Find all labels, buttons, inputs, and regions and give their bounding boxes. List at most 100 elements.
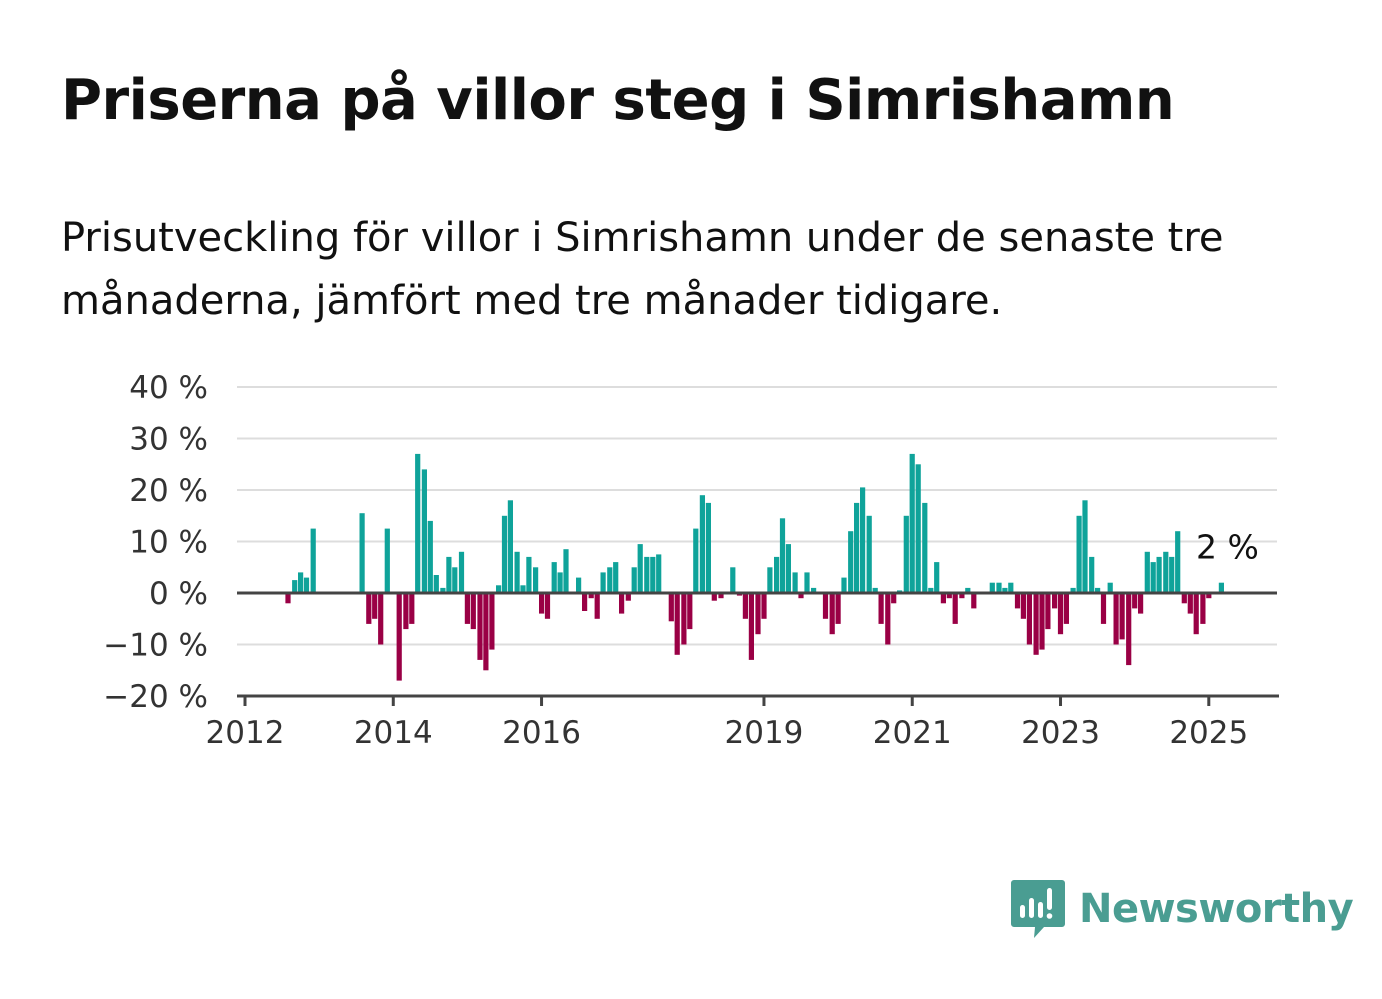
- bar: [1082, 500, 1088, 593]
- bar-chart: −20 %−10 %0 %10 %20 %30 %40 % 2012 2014 20…: [103, 370, 1279, 751]
- bar: [841, 577, 847, 593]
- bar: [922, 502, 928, 593]
- bar: [298, 572, 304, 593]
- bar: [1181, 593, 1187, 604]
- bar: [496, 585, 502, 593]
- bar: [452, 567, 458, 594]
- bar: [940, 593, 946, 604]
- bar: [915, 464, 921, 594]
- chart-title: Priserna på villor steg i Simrishamn: [61, 68, 1175, 133]
- bar: [674, 593, 680, 655]
- bar: [625, 593, 631, 601]
- bar: [934, 562, 940, 593]
- brand-name: Newsworthy: [1079, 886, 1354, 932]
- bar: [403, 593, 409, 630]
- bar: [501, 515, 508, 594]
- grid-lines: [237, 386, 1277, 646]
- bar: [520, 585, 526, 593]
- bar: [1144, 551, 1150, 593]
- bar: [1163, 551, 1169, 593]
- bar: [1193, 593, 1199, 635]
- bar: [996, 582, 1002, 593]
- bar: [359, 513, 365, 593]
- bar: [1020, 593, 1026, 619]
- bar: [644, 556, 650, 593]
- bar: [693, 528, 699, 593]
- bar: [477, 593, 483, 660]
- bar: [433, 575, 439, 593]
- bar: [1206, 593, 1212, 599]
- bar: [774, 556, 780, 593]
- y-tick-label: 0 %: [149, 576, 208, 612]
- bar: [872, 587, 878, 593]
- bar: [1156, 556, 1162, 593]
- bar: [1150, 562, 1156, 593]
- bar: [1175, 531, 1181, 593]
- bar: [711, 593, 717, 601]
- bar: [310, 528, 316, 593]
- newsworthy-logo: Newsworthy: [1010, 878, 1354, 940]
- bar: [699, 495, 705, 593]
- chart-subtitle: Prisutveckling för villor i Simrishamn u…: [61, 215, 1224, 324]
- bar: [303, 577, 310, 593]
- bar: [1132, 593, 1138, 609]
- bar: [1169, 556, 1175, 593]
- bar: [507, 500, 513, 593]
- bar: [903, 515, 909, 594]
- x-tick-label: 2023: [1021, 715, 1100, 751]
- bar: [742, 593, 748, 619]
- bar: [730, 567, 736, 594]
- bar: [1100, 593, 1107, 624]
- bar: [458, 551, 465, 593]
- x-tick-label: 2021: [873, 715, 952, 751]
- bar: [885, 593, 891, 645]
- bar: [415, 453, 421, 593]
- bar: [848, 531, 854, 593]
- bar: [600, 572, 606, 593]
- bars: [285, 453, 1224, 681]
- bar: [637, 544, 643, 593]
- bar: [464, 593, 470, 624]
- bar: [1138, 593, 1144, 614]
- bar: [860, 487, 866, 593]
- x-tick-label: 2012: [206, 715, 285, 751]
- bar: [440, 587, 446, 593]
- bar: [829, 593, 835, 635]
- bar: [533, 567, 539, 594]
- bar: [866, 515, 872, 594]
- x-tick-label: 2016: [502, 715, 581, 751]
- bar: [891, 593, 897, 604]
- bar: [489, 593, 495, 650]
- bar: [613, 562, 619, 593]
- bar: [681, 593, 687, 645]
- x-tick-label: 2019: [725, 715, 804, 751]
- bar: [470, 593, 476, 630]
- bar: [446, 556, 452, 593]
- bar: [378, 593, 384, 645]
- bar: [1063, 593, 1069, 624]
- bar: [285, 593, 291, 604]
- bar: [718, 593, 724, 599]
- bar: [594, 593, 600, 619]
- bar: [372, 593, 378, 619]
- bar: [366, 593, 372, 624]
- bar: [656, 554, 662, 593]
- bar: [1200, 593, 1206, 624]
- bar: [755, 593, 761, 635]
- bar: [1045, 593, 1051, 630]
- bar: [878, 593, 884, 624]
- bar: [804, 572, 810, 593]
- bar: [1039, 593, 1045, 650]
- bar: [965, 587, 971, 593]
- bar: [631, 567, 637, 594]
- bar: [1119, 593, 1125, 640]
- y-tick-label: −20 %: [103, 679, 208, 715]
- bar: [705, 502, 711, 593]
- bar: [1113, 593, 1119, 645]
- bar: [582, 593, 588, 611]
- y-tick-label: 20 %: [129, 473, 208, 509]
- bar: [1187, 593, 1193, 614]
- bar: [619, 593, 625, 614]
- bar: [1026, 593, 1032, 645]
- y-tick-label: 40 %: [129, 370, 208, 406]
